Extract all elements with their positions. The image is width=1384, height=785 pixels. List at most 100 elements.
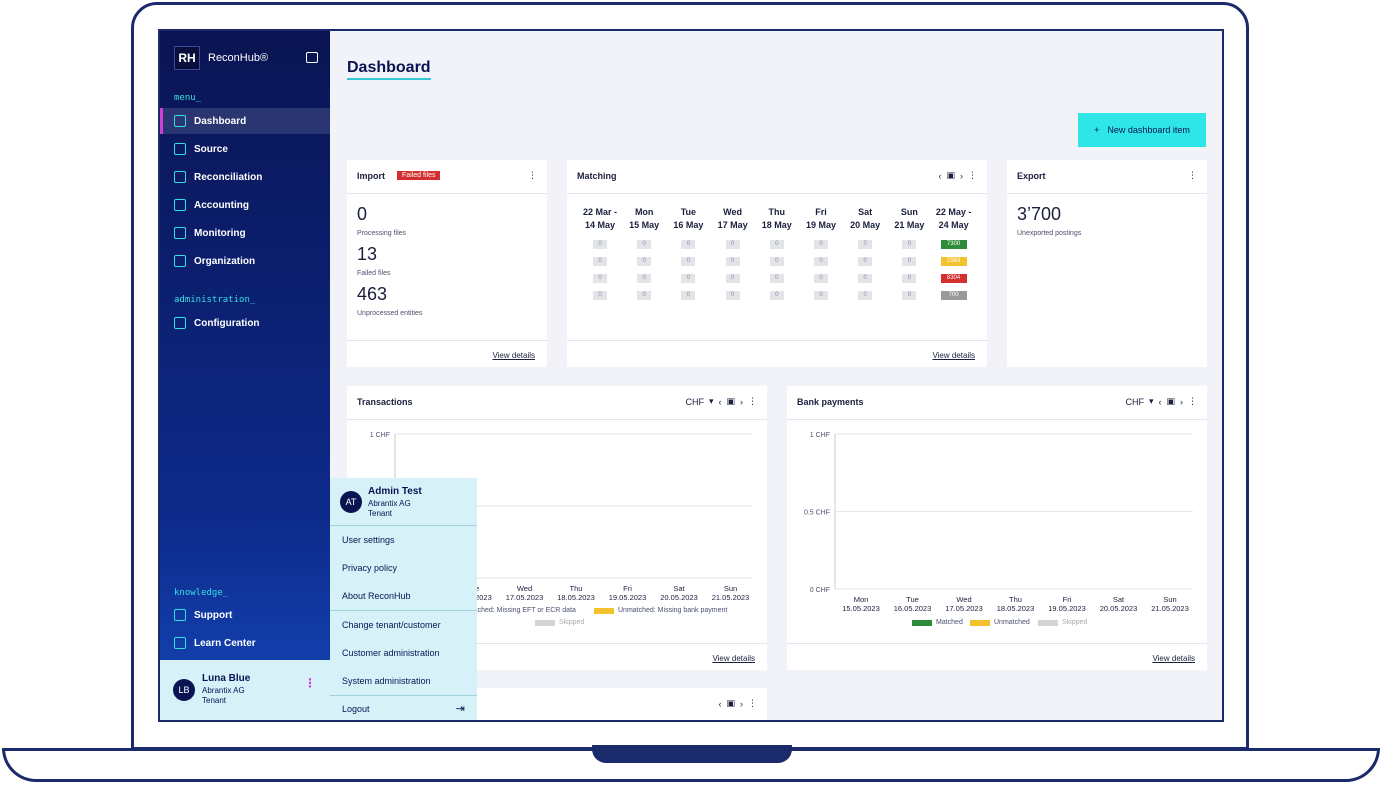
matching-cell[interactable]: 0 [858,274,873,283]
calendar-icon[interactable]: ▣ [726,396,735,406]
matching-cell[interactable]: 0 [858,240,873,249]
matching-cell[interactable]: 0 [902,240,917,249]
card-toolbar: CHF ▾ ‹ ▣ › ⋮ [1125,396,1197,407]
menu-item-privacy-policy[interactable]: Privacy policy [342,563,398,573]
matching-cell[interactable]: 0 [725,240,740,249]
matching-cell[interactable]: 0 [902,291,917,300]
matching-cell[interactable]: 0 [858,291,873,300]
calendar-icon[interactable]: ▣ [946,170,955,180]
user-card[interactable]: LB Luna Blue Abrantix AG Tenant ⋮ [160,660,330,720]
currency-select[interactable]: CHF [685,396,704,407]
matching-cell[interactable]: 0 [681,274,696,283]
chevron-left-icon[interactable]: ‹ [938,170,942,181]
menu-item-change-tenant[interactable]: Change tenant/customer [342,620,441,630]
matching-cell[interactable]: 0 [814,291,828,300]
matching-cell[interactable]: 0 [681,240,696,249]
chevron-down-icon[interactable]: ▾ [1148,396,1154,406]
sidebar-item-accounting[interactable]: Accounting [160,192,330,218]
matching-cell[interactable]: 0 [637,257,652,266]
sidebar-item-label: Source [194,143,228,155]
matching-cell[interactable]: 0 [637,291,652,300]
legend-swatch [535,619,555,626]
kpi-label: Unexported postings [1017,230,1082,237]
matching-cell[interactable]: 0 [769,291,784,300]
sidebar-item-organization[interactable]: Organization [160,248,330,274]
menu-item-user-settings[interactable]: User settings [342,535,395,545]
matching-cell[interactable]: 0 [769,240,784,249]
matching-cell[interactable]: 0 [637,274,652,283]
matching-value-badge[interactable]: 2983 [940,257,967,266]
chevron-right-icon[interactable]: › [960,170,963,181]
app-logo[interactable]: RH ReconHub® [174,46,268,70]
collapse-sidebar-icon[interactable] [306,52,318,63]
user-menu-icon[interactable]: ⋮ [304,676,316,690]
x-tick-day: Sat [1113,595,1125,604]
legend-swatch [594,607,614,614]
legend-label: Skipped [1062,619,1088,626]
matching-cell[interactable]: 0 [814,240,828,249]
sidebar-item-monitoring[interactable]: Monitoring [160,220,330,246]
calendar-icon[interactable]: ▣ [726,698,735,708]
sidebar-item-source[interactable]: Source [160,136,330,162]
sidebar-item-dashboard[interactable]: Dashboard [160,108,330,134]
menu-item-about[interactable]: About ReconHub [342,591,411,601]
calendar-icon[interactable]: ▣ [1166,396,1175,406]
matching-cell[interactable]: 0 [637,240,652,249]
matching-cell[interactable]: 0 [814,257,828,266]
matching-cell[interactable]: 0 [814,274,828,283]
sidebar-item-support[interactable]: Support [160,602,330,628]
more-options-icon[interactable]: ⋮ [1188,396,1197,406]
more-options-icon[interactable]: ⋮ [748,698,757,708]
view-details-link[interactable]: View details [932,351,975,360]
matching-value-badge[interactable]: 8304 [940,274,967,283]
sidebar-item-learn-center[interactable]: Learn Center [160,630,330,656]
view-details-link[interactable]: View details [492,351,535,360]
matching-cell[interactable]: 0 [725,274,740,283]
matching-value-badge[interactable]: 7300 [940,240,967,249]
card-header: Export ⋮ [1007,160,1207,194]
matching-cell[interactable]: 0 [593,291,607,300]
currency-select[interactable]: CHF [1125,396,1144,407]
menu-item-system-administration[interactable]: System administration [342,676,431,686]
matching-cell[interactable]: 0 [858,257,873,266]
sidebar-item-configuration[interactable]: Configuration [160,310,330,336]
matching-cell[interactable]: 0 [769,274,784,283]
matching-cell[interactable]: 0 [681,257,696,266]
more-options-icon[interactable]: ⋮ [748,396,757,406]
dashboard-icon [174,115,186,127]
card-title: Matching [577,171,617,181]
menu-item-customer-administration[interactable]: Customer administration [342,648,440,658]
matching-cell[interactable]: 0 [902,257,917,266]
matching-cell[interactable]: 0 [769,257,784,266]
chevron-right-icon[interactable]: › [740,396,743,407]
more-options-icon[interactable]: ⋮ [1188,170,1197,180]
chevron-right-icon[interactable]: › [1180,396,1183,407]
chevron-left-icon[interactable]: ‹ [718,698,722,709]
chevron-down-icon[interactable]: ▾ [708,396,714,406]
matching-cell[interactable]: 0 [593,274,607,283]
monitoring-icon [174,227,186,239]
matching-cell[interactable]: 0 [725,291,740,300]
chevron-left-icon[interactable]: ‹ [718,396,722,407]
matching-cell[interactable]: 0 [593,257,607,266]
more-options-icon[interactable]: ⋮ [528,170,537,180]
sidebar-item-label: Support [194,609,233,621]
view-details-link[interactable]: View details [1152,654,1195,663]
chevron-left-icon[interactable]: ‹ [1158,396,1162,407]
matching-cell[interactable]: 0 [681,291,696,300]
logout-icon[interactable]: ⇥ [455,703,465,715]
more-options-icon[interactable]: ⋮ [968,170,977,180]
matching-cell[interactable]: 0 [593,240,607,249]
matching-cell[interactable]: 0 [902,274,917,283]
legend-swatch [912,619,932,626]
matching-cell[interactable]: 0 [725,257,740,266]
chevron-right-icon[interactable]: › [740,698,743,709]
menu-item-logout[interactable]: Logout [342,704,370,714]
view-details-link[interactable]: View details [712,654,755,663]
sidebar-item-reconciliation[interactable]: Reconciliation [160,164,330,190]
sidebar-item-label: Dashboard [194,115,247,127]
matching-column-header: Tue 16 May [668,206,708,232]
new-dashboard-item-button[interactable]: + New dashboard item [1078,113,1206,147]
matching-value-badge[interactable]: 700 [940,291,967,300]
card-footer: View details [567,340,987,367]
